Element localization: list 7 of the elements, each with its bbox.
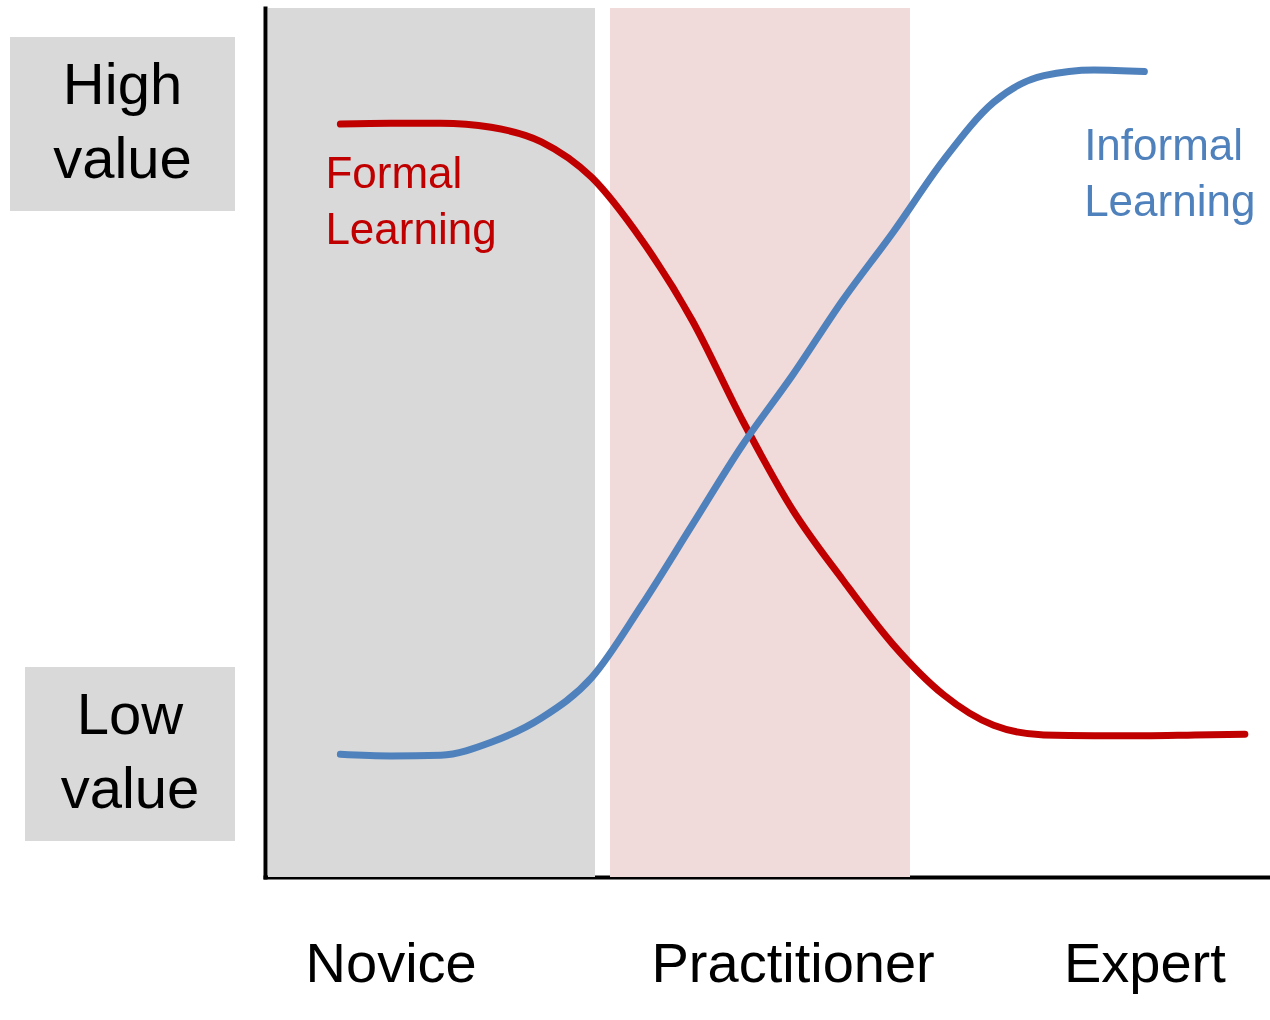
x-tick-label: Expert: [1063, 930, 1227, 994]
text: High value: [53, 51, 192, 190]
x-tick-label: Novice: [305, 930, 477, 994]
x-tick-label: Practitioner: [651, 930, 935, 994]
text: Low value: [60, 681, 200, 820]
series-label: Informal Learning: [1084, 120, 1256, 225]
series-label: Formal Learning: [325, 148, 497, 254]
